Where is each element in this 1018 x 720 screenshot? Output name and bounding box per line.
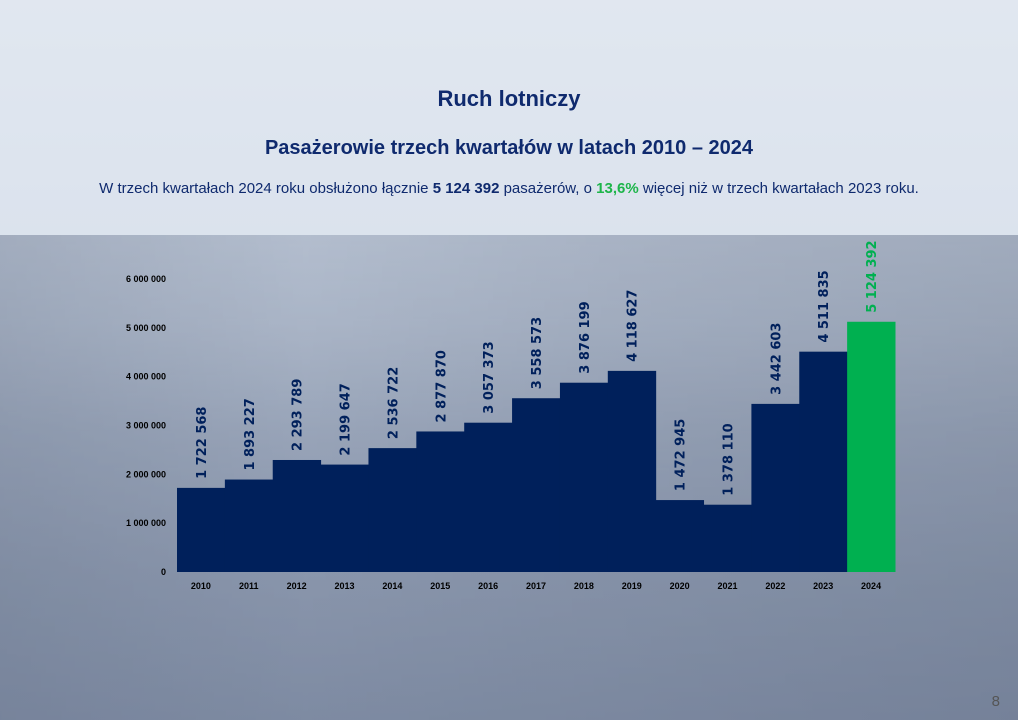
bar-2017 bbox=[512, 398, 561, 572]
desc-growth: 13,6% bbox=[596, 180, 639, 197]
x-tick-label: 2019 bbox=[622, 581, 642, 591]
y-tick-label: 6 000 000 bbox=[126, 274, 166, 284]
data-label: 2 877 870 bbox=[434, 350, 449, 422]
bar-2024 bbox=[847, 321, 896, 572]
data-label: 2 536 722 bbox=[386, 367, 401, 439]
bar-2010 bbox=[177, 487, 226, 572]
chart-subtitle: Pasażerowie trzech kwartałów w latach 20… bbox=[264, 137, 754, 159]
y-tick-label: 2 000 000 bbox=[126, 469, 166, 479]
y-tick-label: 0 bbox=[161, 567, 166, 577]
bar-2020 bbox=[655, 500, 705, 572]
x-tick-label: 2015 bbox=[430, 581, 450, 591]
background-top bbox=[0, 0, 1018, 235]
y-tick-label: 3 000 000 bbox=[126, 421, 166, 431]
bar-2019 bbox=[607, 370, 657, 572]
data-label: 3 876 199 bbox=[578, 301, 593, 373]
bar-2021 bbox=[703, 504, 752, 572]
data-label: 1 472 945 bbox=[674, 419, 689, 491]
x-tick-label: 2011 bbox=[239, 581, 259, 591]
chart-description: W trzech kwartałach 2024 roku obsłużono … bbox=[70, 174, 948, 203]
x-tick-label: 2010 bbox=[191, 581, 211, 591]
page-number: 8 bbox=[991, 693, 1000, 710]
data-label: 1 893 227 bbox=[243, 398, 258, 470]
x-tick-label: 2012 bbox=[287, 581, 307, 591]
data-label: 5 124 392 bbox=[865, 240, 880, 312]
x-tick-label: 2021 bbox=[717, 581, 737, 591]
data-label: 2 293 789 bbox=[291, 379, 306, 451]
bar-2015 bbox=[416, 431, 465, 572]
data-label: 1 722 568 bbox=[195, 407, 210, 479]
bar-2011 bbox=[224, 479, 274, 572]
data-label: 4 511 835 bbox=[817, 270, 832, 342]
x-tick-label: 2024 bbox=[861, 581, 881, 591]
desc-text-2: pasażerów, o bbox=[499, 180, 597, 197]
bar-2014 bbox=[368, 448, 417, 572]
bar-2013 bbox=[320, 464, 369, 572]
x-tick-label: 2018 bbox=[574, 581, 594, 591]
x-tick-label: 2017 bbox=[526, 581, 546, 591]
x-tick-label: 2020 bbox=[670, 581, 690, 591]
bar-2016 bbox=[464, 422, 513, 572]
x-tick-label: 2022 bbox=[765, 581, 785, 591]
bar-2023 bbox=[799, 351, 848, 572]
page-title: Ruch lotniczy bbox=[437, 86, 581, 111]
data-label: 3 442 603 bbox=[769, 323, 784, 395]
bar-2012 bbox=[272, 459, 322, 572]
data-label: 3 057 373 bbox=[482, 341, 497, 413]
data-label: 2 199 647 bbox=[339, 383, 354, 455]
bar-2018 bbox=[559, 382, 609, 572]
x-tick-label: 2014 bbox=[382, 581, 402, 591]
x-tick-label: 2013 bbox=[335, 581, 355, 591]
x-tick-label: 2023 bbox=[813, 581, 833, 591]
y-tick-label: 5 000 000 bbox=[126, 323, 166, 333]
y-tick-label: 4 000 000 bbox=[126, 372, 166, 382]
data-label: 3 558 573 bbox=[530, 317, 545, 389]
data-label: 4 118 627 bbox=[626, 289, 641, 361]
y-tick-label: 1 000 000 bbox=[126, 518, 166, 528]
desc-total: 5 124 392 bbox=[432, 180, 500, 197]
desc-text-1: W trzech kwartałach 2024 roku obsłużono … bbox=[99, 180, 433, 197]
x-tick-label: 2016 bbox=[478, 581, 498, 591]
bar-2022 bbox=[751, 403, 800, 572]
desc-text-3: więcej niż w trzech kwartałach 2023 roku… bbox=[638, 180, 919, 197]
data-label: 1 378 110 bbox=[721, 423, 736, 495]
